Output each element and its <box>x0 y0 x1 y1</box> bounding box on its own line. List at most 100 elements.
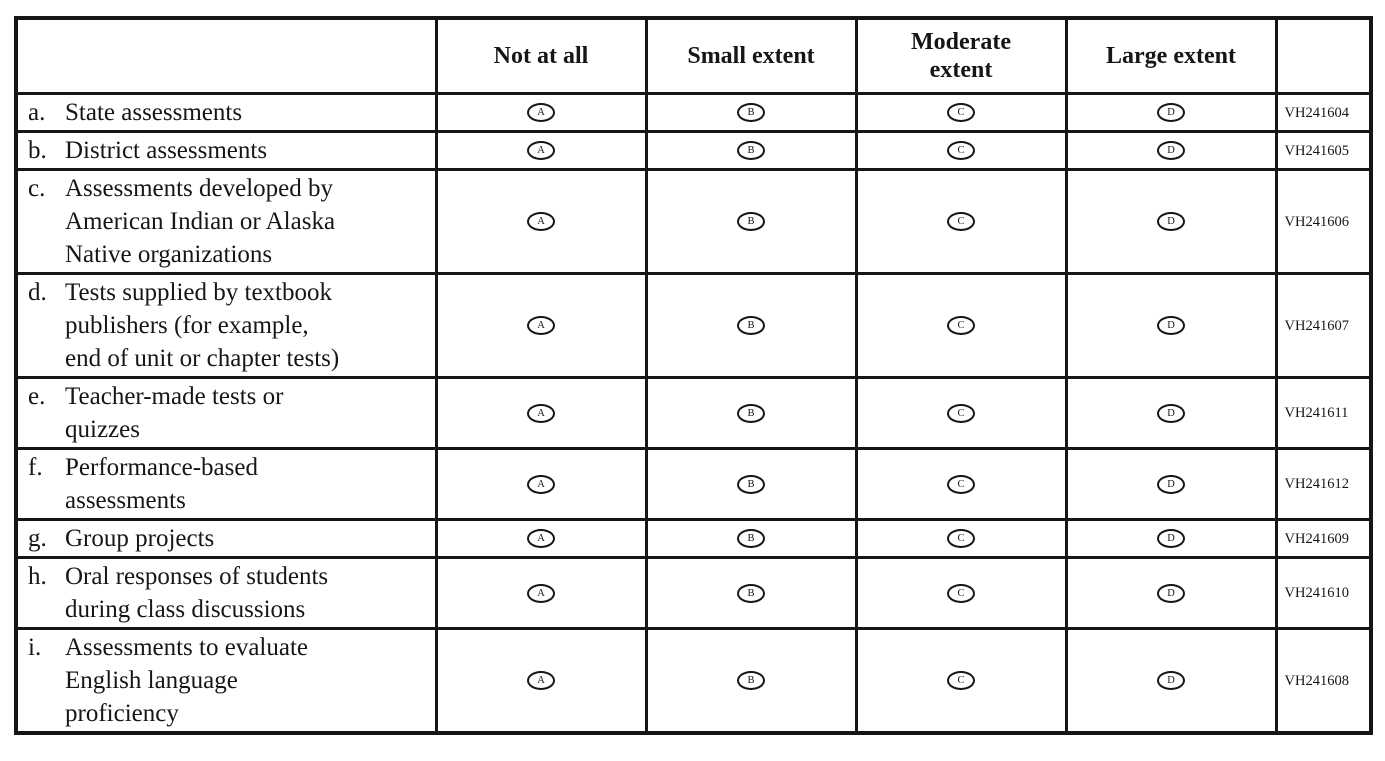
bubble-letter: A <box>537 478 545 490</box>
row-letter: g. <box>28 525 47 552</box>
row-label-cell: b. District assessments <box>14 130 438 171</box>
option-cell-moderate-extent: C <box>854 518 1068 559</box>
bubble-option-b[interactable]: B <box>737 212 765 231</box>
bubble-option-c[interactable]: C <box>947 103 975 122</box>
option-cell-moderate-extent: C <box>854 376 1068 450</box>
option-cell-small-extent: B <box>644 130 858 171</box>
row-label: Oral responses of students during class … <box>65 563 329 623</box>
bubble-option-d[interactable]: D <box>1157 103 1185 122</box>
option-cell-not-at-all: A <box>434 447 648 521</box>
bubble-letter: C <box>957 145 965 156</box>
bubble-letter: D <box>1167 320 1175 331</box>
bubble-letter: B <box>747 533 755 544</box>
row-label: Teacher-made tests or quizzes <box>65 383 284 443</box>
bubble-option-d[interactable]: D <box>1157 141 1185 160</box>
bubble-option-d[interactable]: D <box>1157 403 1185 423</box>
bubble-option-b[interactable]: B <box>737 474 765 494</box>
row-letter: i. <box>28 634 42 661</box>
table-row: i. Assessments to evaluate English langu… <box>14 627 1373 735</box>
table-row: d. Tests supplied by textbook publishers… <box>14 272 1373 379</box>
bubble-option-a[interactable]: A <box>527 212 555 231</box>
bubble-option-a[interactable]: A <box>527 403 555 423</box>
bubble-option-b[interactable]: B <box>737 103 765 122</box>
row-label: Assessments to evaluate English language… <box>65 634 309 727</box>
row-letter: d. <box>28 279 47 306</box>
bubble-letter: D <box>1167 107 1175 118</box>
bubble-option-a[interactable]: A <box>527 316 555 335</box>
bubble-letter: D <box>1167 587 1175 599</box>
table-row: c. Assessments developed by American Ind… <box>14 168 1373 275</box>
bubble-option-d[interactable]: D <box>1157 474 1185 494</box>
bubble-letter: A <box>537 587 545 599</box>
option-cell-large-extent: D <box>1064 518 1278 559</box>
row-code-cell: VH241607 <box>1274 272 1373 379</box>
bubble-option-a[interactable]: A <box>527 583 555 603</box>
row-code-cell: VH241609 <box>1274 518 1373 559</box>
bubble-option-c[interactable]: C <box>947 671 975 690</box>
bubble-option-c[interactable]: C <box>947 529 975 548</box>
bubble-option-d[interactable]: D <box>1157 529 1185 548</box>
bubble-letter: D <box>1167 533 1175 544</box>
bubble-option-b[interactable]: B <box>737 316 765 335</box>
option-cell-not-at-all: A <box>434 168 648 275</box>
table-row: e. Teacher-made tests or quizzes A B C D… <box>14 376 1373 450</box>
option-cell-large-extent: D <box>1064 92 1278 133</box>
bubble-option-c[interactable]: C <box>947 141 975 160</box>
row-label-cell: h. Oral responses of students during cla… <box>14 556 438 630</box>
row-letter: h. <box>28 563 47 590</box>
bubble-letter: B <box>747 145 755 156</box>
option-cell-moderate-extent: C <box>854 92 1068 133</box>
row-label-cell: g. Group projects <box>14 518 438 559</box>
bubble-option-d[interactable]: D <box>1157 671 1185 690</box>
bubble-option-a[interactable]: A <box>527 103 555 122</box>
bubble-option-b[interactable]: B <box>737 529 765 548</box>
row-letter: e. <box>28 383 46 410</box>
bubble-option-a[interactable]: A <box>527 671 555 690</box>
bubble-letter: B <box>747 107 755 118</box>
header-large-extent: Large extent <box>1064 16 1278 95</box>
option-cell-not-at-all: A <box>434 130 648 171</box>
bubble-option-b[interactable]: B <box>737 403 765 423</box>
bubble-letter: D <box>1167 407 1175 419</box>
table-row: b. District assessments A B C D VH241605 <box>14 130 1373 171</box>
row-label-cell: e. Teacher-made tests or quizzes <box>14 376 438 450</box>
bubble-option-c[interactable]: C <box>947 403 975 423</box>
bubble-option-a[interactable]: A <box>527 141 555 160</box>
row-code-cell: VH241611 <box>1274 376 1373 450</box>
bubble-letter: A <box>537 107 545 118</box>
bubble-option-d[interactable]: D <box>1157 316 1185 335</box>
item-code: VH241607 <box>1284 317 1349 334</box>
option-cell-large-extent: D <box>1064 556 1278 630</box>
row-code-cell: VH241610 <box>1274 556 1373 630</box>
bubble-letter: C <box>957 216 965 227</box>
bubble-option-c[interactable]: C <box>947 316 975 335</box>
bubble-letter: A <box>537 675 545 686</box>
option-cell-large-extent: D <box>1064 447 1278 521</box>
option-cell-small-extent: B <box>644 627 858 735</box>
bubble-letter: C <box>957 407 965 419</box>
bubble-option-b[interactable]: B <box>737 671 765 690</box>
header-not-at-all: Not at all <box>434 16 648 95</box>
bubble-option-c[interactable]: C <box>947 212 975 231</box>
bubble-option-b[interactable]: B <box>737 141 765 160</box>
option-cell-moderate-extent: C <box>854 556 1068 630</box>
bubble-letter: C <box>957 478 965 490</box>
bubble-option-c[interactable]: C <box>947 474 975 494</box>
option-cell-small-extent: B <box>644 556 858 630</box>
bubble-option-c[interactable]: C <box>947 583 975 603</box>
row-code-cell: VH241604 <box>1274 92 1373 133</box>
row-label: Assessments developed by American Indian… <box>65 175 336 268</box>
item-code: VH241606 <box>1284 213 1349 230</box>
table-row: f. Performance-based assessments A B C D… <box>14 447 1373 521</box>
row-label: State assessments <box>65 99 243 126</box>
option-cell-small-extent: B <box>644 518 858 559</box>
option-cell-moderate-extent: C <box>854 272 1068 379</box>
bubble-option-d[interactable]: D <box>1157 583 1185 603</box>
bubble-option-a[interactable]: A <box>527 474 555 494</box>
bubble-option-d[interactable]: D <box>1157 212 1185 231</box>
bubble-option-b[interactable]: B <box>737 583 765 603</box>
row-label-cell: i. Assessments to evaluate English langu… <box>14 627 438 735</box>
header-row: Not at all Small extent Moderate extent … <box>14 16 1373 95</box>
bubble-option-a[interactable]: A <box>527 529 555 548</box>
